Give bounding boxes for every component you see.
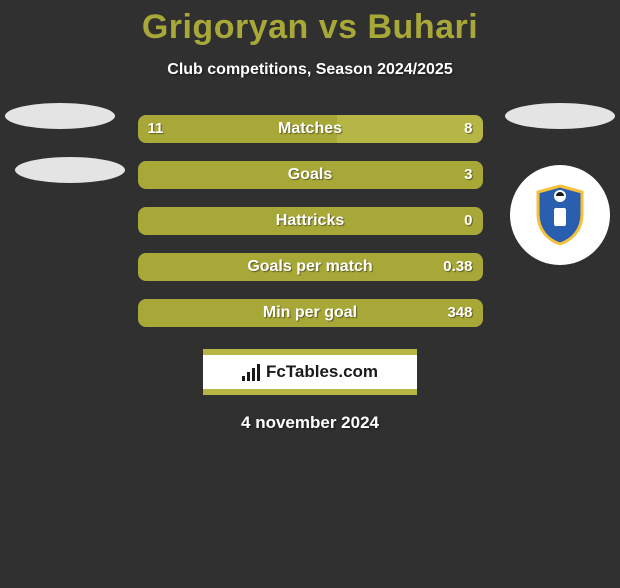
stat-row: Min per goal 348 <box>138 299 483 327</box>
left-avatar-placeholder-2 <box>15 157 125 183</box>
stat-row: Goals 3 <box>138 161 483 189</box>
right-avatar-placeholder <box>505 103 615 129</box>
page-title: Grigoryan vs Buhari <box>0 8 620 47</box>
brand-text: FcTables.com <box>266 362 378 382</box>
shield-crest-icon <box>534 184 586 246</box>
stat-row: Goals per match 0.38 <box>138 253 483 281</box>
stat-value-right: 0 <box>464 207 472 235</box>
stat-bar-right <box>337 115 482 143</box>
stat-label: Goals per match <box>247 253 372 281</box>
stat-bars: Matches 11 8 Goals 3 Hattricks 0 Goals per matc… <box>138 115 483 327</box>
date-line: 4 november 2024 <box>0 413 620 433</box>
brand-logo-icon <box>242 363 260 381</box>
stat-value-left: 11 <box>148 115 164 143</box>
stat-value-right: 8 <box>464 115 472 143</box>
comparison-content: Matches 11 8 Goals 3 Hattricks 0 Goals per matc… <box>0 115 620 327</box>
stat-value-right: 348 <box>447 299 472 327</box>
stat-value-right: 3 <box>464 161 472 189</box>
stat-label: Min per goal <box>263 299 357 327</box>
stat-label: Matches <box>278 115 342 143</box>
stat-value-right: 0.38 <box>443 253 472 281</box>
brand-box: FcTables.com <box>203 349 417 395</box>
stat-label: Hattricks <box>276 207 344 235</box>
right-team-badge <box>510 165 610 265</box>
stat-row: Hattricks 0 <box>138 207 483 235</box>
stat-row: Matches 11 8 <box>138 115 483 143</box>
subtitle: Club competitions, Season 2024/2025 <box>0 61 620 79</box>
stat-label: Goals <box>288 161 332 189</box>
left-avatar-placeholder-1 <box>5 103 115 129</box>
